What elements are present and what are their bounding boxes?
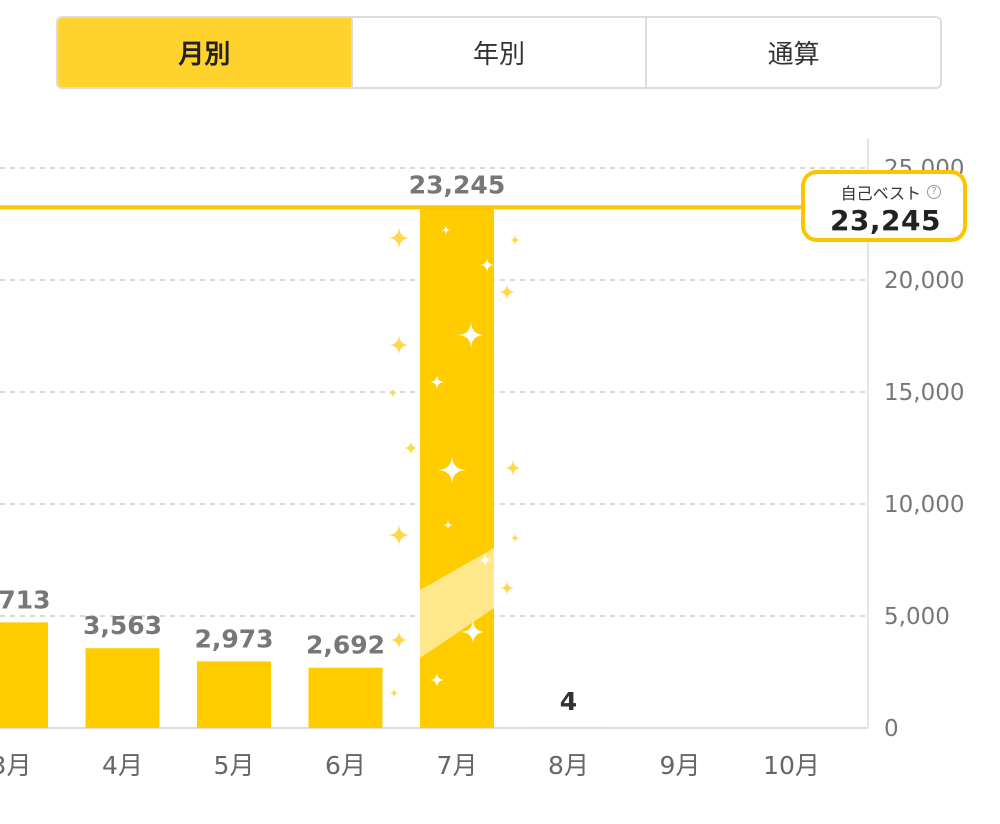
sparkle-icon <box>388 334 410 356</box>
monthly-bar-chart: 05,00010,00015,00020,00025,0004,7133月3,5… <box>0 138 964 780</box>
x-tick-label: 3月 <box>0 751 31 780</box>
sparkle-icon <box>429 374 445 390</box>
x-tick-label: 9月 <box>660 751 701 780</box>
sparkle-icon <box>479 257 495 273</box>
sparkle-icon <box>457 321 485 349</box>
bar-value-label: 2,692 <box>306 631 385 660</box>
bar-value-label: 2,973 <box>194 624 273 653</box>
x-tick-label: 10月 <box>763 751 820 780</box>
y-tick-label: 0 <box>884 716 899 742</box>
bar-value-label: 4,713 <box>0 585 51 614</box>
y-tick-label: 10,000 <box>884 492 964 518</box>
x-tick-label: 5月 <box>214 751 255 780</box>
x-tick-label: 8月 <box>548 751 589 780</box>
bar-value-label: 23,245 <box>409 170 505 199</box>
y-tick-label: 15,000 <box>884 380 964 406</box>
sparkle-icon <box>389 688 399 698</box>
sparkle-icon <box>478 553 492 567</box>
bar <box>308 667 383 728</box>
x-tick-label: 6月 <box>325 751 366 780</box>
bar-value-label: 4 <box>560 687 577 716</box>
sparkle-icon <box>504 459 522 477</box>
bar-value-label: 3,563 <box>83 611 162 640</box>
bar <box>0 622 48 728</box>
sparkle-icon <box>403 440 419 456</box>
sparkle-icon <box>441 225 451 235</box>
bar-sheen <box>420 548 494 658</box>
sparkle-icon <box>429 672 445 688</box>
sparkle-icon <box>388 388 398 398</box>
bar <box>85 648 160 728</box>
tab-total[interactable]: 通算 <box>645 18 940 87</box>
sparkle-icon <box>498 283 516 301</box>
tab-yearly[interactable]: 年別 <box>350 18 646 87</box>
sparkle-icon <box>389 630 409 650</box>
x-tick-label: 4月 <box>102 751 143 780</box>
sparkle-icon <box>387 226 411 250</box>
sparkle-icon <box>510 533 520 543</box>
personal-best-badge: 自己ベスト ? 23,245 <box>801 170 967 242</box>
sparkle-icon <box>460 619 486 645</box>
sparkle-icon <box>509 234 521 246</box>
y-tick-label: 5,000 <box>884 604 950 630</box>
x-tick-label: 7月 <box>437 751 478 780</box>
sparkle-icon <box>443 520 453 530</box>
help-icon[interactable]: ? <box>927 185 941 199</box>
sparkle-icon <box>437 455 467 485</box>
personal-best-value: 23,245 <box>829 204 941 237</box>
personal-best-label: 自己ベスト <box>840 184 921 203</box>
personal-best-label-row: 自己ベスト ? <box>841 180 941 204</box>
bar <box>197 661 271 728</box>
y-tick-label: 20,000 <box>884 268 964 294</box>
sparkle-icon <box>387 523 411 547</box>
sparkle-icon <box>499 580 515 596</box>
tab-monthly[interactable]: 月別 <box>58 18 351 87</box>
period-tabs: 月別 年別 通算 <box>56 16 942 89</box>
